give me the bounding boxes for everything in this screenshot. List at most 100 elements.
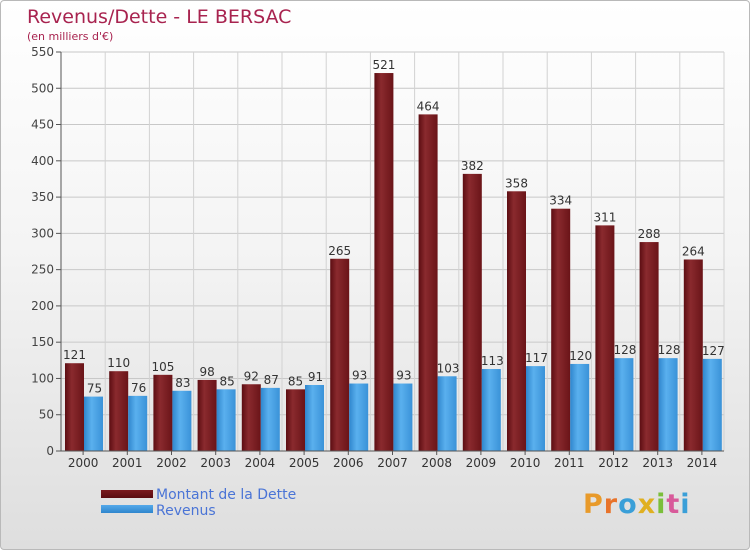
y-tick-label: 450 [31, 118, 54, 132]
logo-letter: t [666, 489, 681, 520]
y-tick-label: 300 [31, 226, 54, 240]
bar-revenus [305, 384, 324, 451]
bar-revenus [128, 395, 148, 451]
y-tick-label: 50 [39, 408, 54, 422]
data-label-dette: 358 [505, 176, 528, 190]
bar-dette [462, 173, 482, 452]
bar-revenus [393, 383, 413, 451]
bar-revenus [570, 363, 590, 451]
data-label-dette: 264 [682, 244, 705, 258]
bar-dette [330, 258, 350, 451]
bar-revenus [481, 369, 501, 451]
logo-letter: P [583, 489, 604, 520]
data-label-revenus: 87 [264, 373, 279, 387]
data-label-revenus: 113 [481, 354, 504, 368]
data-label-dette: 521 [372, 58, 395, 72]
y-tick-label: 0 [46, 444, 54, 458]
y-tick-label: 100 [31, 371, 54, 385]
data-label-dette: 464 [417, 99, 440, 113]
data-label-dette: 121 [63, 348, 86, 362]
legend-swatch-dette [101, 490, 153, 498]
bar-revenus [702, 358, 722, 451]
x-tick-label: 2013 [642, 456, 673, 470]
data-label-dette: 110 [107, 356, 130, 370]
data-label-revenus: 128 [658, 343, 681, 357]
bar-revenus [614, 358, 634, 451]
data-label-dette: 92 [244, 369, 259, 383]
bar-dette [197, 379, 217, 451]
x-tick-label: 2004 [245, 456, 276, 470]
bar-dette [374, 73, 394, 452]
data-label-revenus: 93 [396, 369, 411, 383]
logo-letter: o [618, 489, 638, 520]
bar-dette [683, 259, 703, 451]
logo-letter: i [680, 489, 691, 520]
bar-dette [153, 374, 173, 451]
bar-dette [595, 225, 615, 451]
bar-dette [65, 363, 84, 451]
bar-revenus [84, 396, 103, 451]
y-tick-label: 250 [31, 263, 54, 277]
data-label-dette: 85 [288, 374, 303, 388]
data-label-revenus: 120 [569, 349, 592, 363]
data-label-dette: 98 [199, 365, 214, 379]
x-tick-label: 2011 [554, 456, 585, 470]
data-label-revenus: 75 [87, 382, 102, 396]
data-label-dette: 265 [328, 244, 351, 258]
x-tick-label: 2009 [466, 456, 497, 470]
bar-dette [241, 384, 261, 451]
x-tick-label: 2001 [112, 456, 143, 470]
y-tick-label: 350 [31, 190, 54, 204]
bar-dette [286, 389, 305, 451]
x-tick-label: 2014 [687, 456, 718, 470]
bar-dette [109, 371, 129, 451]
y-tick-label: 550 [31, 45, 54, 59]
data-label-revenus: 103 [437, 361, 460, 375]
legend-swatch-revenus [101, 505, 153, 513]
bar-revenus [216, 389, 236, 451]
data-label-revenus: 93 [352, 369, 367, 383]
x-tick-label: 2007 [377, 456, 408, 470]
chart-title: Revenus/Dette - LE BERSAC [27, 6, 292, 28]
x-tick-label: 2002 [156, 456, 187, 470]
x-tick-label: 2005 [289, 456, 320, 470]
data-label-revenus: 117 [525, 351, 548, 365]
x-tick-label: 2012 [598, 456, 629, 470]
bar-revenus [658, 358, 678, 451]
y-tick-label: 400 [31, 154, 54, 168]
bar-revenus [172, 390, 192, 451]
logo-letter: r [603, 489, 619, 520]
x-tick-label: 2006 [333, 456, 364, 470]
bar-revenus [260, 387, 280, 451]
data-label-revenus: 76 [131, 381, 146, 395]
bar-dette [507, 191, 526, 451]
bar-dette [639, 242, 659, 451]
data-label-revenus: 85 [219, 374, 234, 388]
data-label-dette: 311 [593, 210, 616, 224]
bar-revenus [349, 383, 369, 451]
data-label-revenus: 91 [308, 370, 323, 384]
proxiti-logo: Proxiti [583, 489, 691, 520]
x-tick-label: 2010 [510, 456, 541, 470]
data-label-dette: 105 [151, 360, 174, 374]
y-tick-label: 500 [31, 81, 54, 95]
y-tick-label: 150 [31, 335, 54, 349]
legend-label-revenus: Revenus [156, 503, 216, 519]
logo-letter: i [656, 489, 667, 520]
data-label-dette: 334 [549, 194, 572, 208]
x-tick-label: 2008 [421, 456, 452, 470]
x-tick-label: 2003 [200, 456, 231, 470]
logo-letter: x [637, 489, 657, 520]
legend-label-dette: Montant de la Dette [156, 487, 297, 503]
data-label-revenus: 128 [613, 343, 636, 357]
x-tick-label: 2000 [68, 456, 99, 470]
y-tick-label: 200 [31, 299, 54, 313]
bar-dette [551, 208, 571, 451]
bar-revenus [526, 366, 545, 451]
chart-subtitle: (en milliers d'€) [27, 30, 114, 43]
data-label-dette: 382 [461, 159, 484, 173]
bar-revenus [437, 376, 457, 451]
data-label-dette: 288 [638, 227, 661, 241]
